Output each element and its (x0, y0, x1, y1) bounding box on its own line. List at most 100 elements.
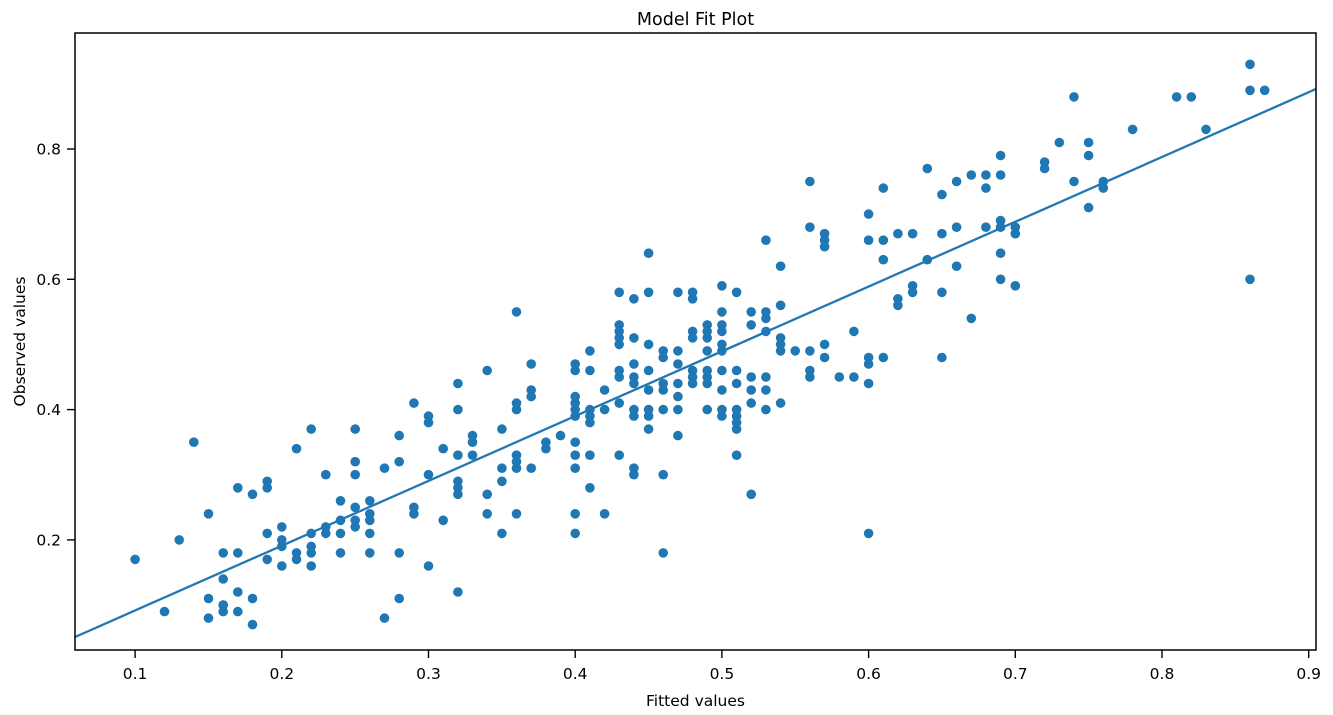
scatter-point (233, 548, 243, 558)
scatter-point (893, 228, 903, 239)
scatter-point (203, 613, 214, 623)
scatter-point (203, 509, 214, 519)
scatter-point (819, 241, 830, 252)
scatter-point (1245, 85, 1255, 96)
scatter-point (849, 326, 859, 337)
scatter-point (233, 587, 243, 597)
scatter-point (189, 437, 199, 448)
scatter-point (511, 456, 522, 467)
scatter-point (1186, 92, 1197, 102)
scatter-point (365, 496, 375, 506)
scatter-point (423, 469, 434, 480)
x-tick-label: 0.2 (269, 665, 294, 683)
x-tick-label: 0.9 (1296, 665, 1321, 683)
scatter-point (511, 509, 522, 519)
scatter-point (937, 228, 947, 239)
scatter-point (849, 372, 859, 382)
scatter-point (585, 417, 595, 428)
scatter-point (379, 613, 390, 623)
scatter-point (629, 469, 639, 480)
scatter-point (775, 300, 786, 311)
scatter-point (878, 254, 889, 265)
scatter-point (497, 528, 507, 539)
scatter-point (658, 378, 668, 389)
scatter-point (321, 469, 331, 480)
scatter-point (878, 183, 889, 193)
scatter-point (614, 287, 624, 298)
plot-layer: 0.1 0.2 0.3 0.4 0.5 0.6 0.7 0.8 0.9 0.2 0.4 0.6 0.8 (36, 32, 1321, 683)
scatter-point (1010, 228, 1021, 239)
scatter-point (394, 548, 405, 558)
scatter-point (878, 352, 889, 363)
scatter-point (907, 287, 918, 298)
scatter-point (746, 372, 756, 382)
scatter-point (335, 528, 346, 539)
scatter-point (438, 515, 449, 526)
scatter-point (746, 320, 756, 330)
y-tick-label: 0.8 (36, 141, 61, 159)
scatter-point (614, 365, 624, 376)
scatter-point (643, 365, 654, 376)
fit-line (74, 87, 1317, 639)
scatter-point (673, 391, 683, 402)
scatter-point (365, 548, 375, 558)
scatter-point (277, 522, 287, 532)
x-tick-label: 0.4 (563, 665, 588, 683)
scatter-point (863, 528, 874, 539)
scatter-point (262, 528, 273, 539)
x-tick-label: 0.1 (123, 665, 148, 683)
scatter-point (1098, 183, 1109, 193)
scatter-point (350, 469, 361, 480)
scatter-point (203, 593, 214, 604)
scatter-point (775, 346, 786, 356)
scatter-point (658, 346, 668, 356)
scatter-point (717, 307, 727, 317)
scatter-point (966, 313, 977, 324)
scatter-point (262, 483, 273, 493)
scatter-point (306, 561, 317, 571)
scatter-point (673, 287, 683, 298)
scatter-point (614, 339, 624, 350)
scatter-point (585, 483, 595, 493)
scatter-point (702, 404, 712, 415)
scatter-point (526, 463, 536, 474)
scatter-point (673, 378, 683, 389)
scatter-point (350, 456, 361, 467)
scatter-point (761, 313, 771, 324)
scatter-point (966, 170, 977, 180)
scatter-point (1069, 176, 1079, 187)
scatter-point (746, 307, 756, 317)
scatter-point (863, 209, 874, 219)
scatter-point (394, 430, 405, 441)
scatter-point (321, 528, 331, 539)
scatter-point (995, 150, 1006, 161)
scatter-point (878, 235, 889, 245)
scatter-point (863, 359, 874, 369)
scatter-point (247, 619, 258, 630)
scatter-point (1083, 202, 1094, 213)
scatter-point (629, 411, 639, 421)
scatter-point (775, 261, 786, 272)
chart-title: Model Fit Plot (637, 10, 754, 30)
scatter-point (658, 548, 668, 558)
scatter-point (247, 489, 258, 500)
scatter-point (702, 346, 712, 356)
scatter-point (687, 287, 698, 298)
scatter-point (409, 398, 419, 408)
scatter-point (467, 450, 478, 461)
scatter-point (731, 378, 742, 389)
scatter-point (629, 333, 639, 343)
scatter-point (761, 372, 771, 382)
scatter-point (746, 489, 756, 500)
scatter-point (761, 385, 771, 395)
scatter-point (1201, 124, 1211, 135)
scatter-point (819, 339, 830, 350)
scatter-point (1083, 150, 1094, 161)
scatter-point (702, 333, 712, 343)
scatter-point (277, 561, 287, 571)
scatter-point (291, 554, 302, 565)
scatter-point (731, 287, 742, 298)
scatter-point (233, 483, 243, 493)
scatter-point (262, 554, 273, 565)
scatter-point (629, 359, 639, 369)
